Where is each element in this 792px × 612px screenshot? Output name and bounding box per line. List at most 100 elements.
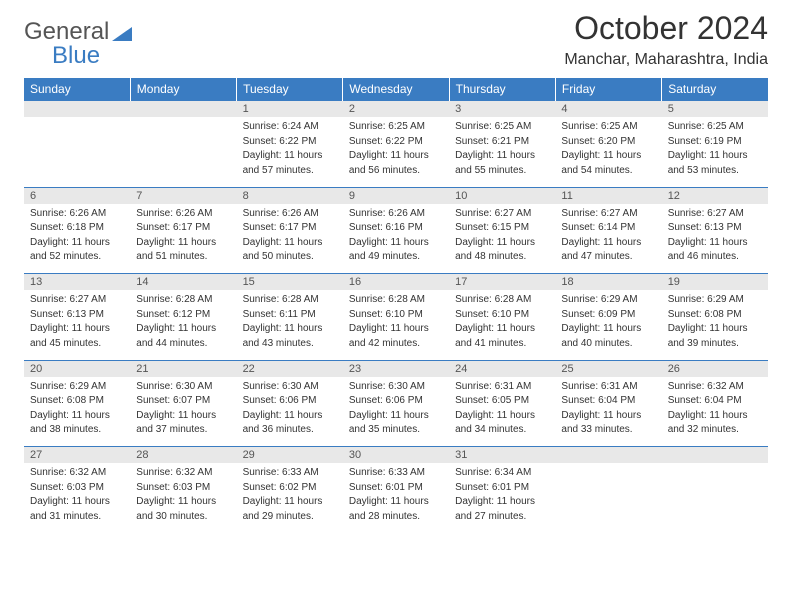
day-body-cell: Sunrise: 6:26 AMSunset: 6:16 PMDaylight:… [343,204,449,274]
day-number-cell: 2 [343,101,449,118]
sunrise-line: Sunrise: 6:25 AM [668,121,744,132]
day-number-cell: 4 [555,101,661,118]
day-body-cell: Sunrise: 6:26 AMSunset: 6:18 PMDaylight:… [24,204,130,274]
day-number-cell: 22 [237,360,343,377]
sunrise-line: Sunrise: 6:28 AM [349,294,425,305]
day-body-cell: Sunrise: 6:25 AMSunset: 6:20 PMDaylight:… [555,117,661,187]
week-body-row: Sunrise: 6:29 AMSunset: 6:08 PMDaylight:… [24,377,768,447]
day-number-cell: 30 [343,447,449,464]
daylight-line: Daylight: 11 hours and 42 minutes. [349,323,429,349]
day-body-cell: Sunrise: 6:31 AMSunset: 6:04 PMDaylight:… [555,377,661,447]
sunrise-line: Sunrise: 6:32 AM [136,467,212,478]
sunrise-line: Sunrise: 6:31 AM [455,381,531,392]
daylight-line: Daylight: 11 hours and 40 minutes. [561,323,641,349]
day-body-cell: Sunrise: 6:29 AMSunset: 6:08 PMDaylight:… [24,377,130,447]
week-number-row: 13141516171819 [24,274,768,291]
day-number-cell [24,101,130,118]
day-body-cell: Sunrise: 6:24 AMSunset: 6:22 PMDaylight:… [237,117,343,187]
day-header: Friday [555,78,661,101]
sunrise-line: Sunrise: 6:33 AM [243,467,319,478]
week-body-row: Sunrise: 6:24 AMSunset: 6:22 PMDaylight:… [24,117,768,187]
day-number-cell: 3 [449,101,555,118]
day-body-cell: Sunrise: 6:28 AMSunset: 6:10 PMDaylight:… [343,290,449,360]
sunrise-line: Sunrise: 6:29 AM [668,294,744,305]
day-body-cell: Sunrise: 6:25 AMSunset: 6:22 PMDaylight:… [343,117,449,187]
day-body-cell [662,463,768,533]
sunrise-line: Sunrise: 6:27 AM [30,294,106,305]
day-number-cell: 26 [662,360,768,377]
day-body-cell: Sunrise: 6:29 AMSunset: 6:08 PMDaylight:… [662,290,768,360]
sunset-line: Sunset: 6:06 PM [349,395,423,406]
sunset-line: Sunset: 6:04 PM [561,395,635,406]
day-number-cell: 13 [24,274,130,291]
week-body-row: Sunrise: 6:27 AMSunset: 6:13 PMDaylight:… [24,290,768,360]
sunrise-line: Sunrise: 6:29 AM [561,294,637,305]
sunset-line: Sunset: 6:10 PM [455,309,529,320]
daylight-line: Daylight: 11 hours and 37 minutes. [136,410,216,436]
day-body-cell: Sunrise: 6:25 AMSunset: 6:19 PMDaylight:… [662,117,768,187]
sunrise-line: Sunrise: 6:28 AM [243,294,319,305]
day-number-cell: 12 [662,187,768,204]
sunrise-line: Sunrise: 6:28 AM [136,294,212,305]
day-body-cell [130,117,236,187]
sunset-line: Sunset: 6:14 PM [561,222,635,233]
logo-triangle-icon [112,27,132,46]
day-number-cell: 9 [343,187,449,204]
day-number-cell: 29 [237,447,343,464]
sunrise-line: Sunrise: 6:28 AM [455,294,531,305]
daylight-line: Daylight: 11 hours and 56 minutes. [349,150,429,176]
daylight-line: Daylight: 11 hours and 29 minutes. [243,496,323,522]
sunrise-line: Sunrise: 6:27 AM [668,208,744,219]
sunset-line: Sunset: 6:05 PM [455,395,529,406]
day-number-cell: 14 [130,274,236,291]
sunset-line: Sunset: 6:06 PM [243,395,317,406]
sunset-line: Sunset: 6:17 PM [243,222,317,233]
day-body-cell: Sunrise: 6:33 AMSunset: 6:02 PMDaylight:… [237,463,343,533]
daylight-line: Daylight: 11 hours and 44 minutes. [136,323,216,349]
day-header: Sunday [24,78,130,101]
sunrise-line: Sunrise: 6:30 AM [243,381,319,392]
day-number-cell: 21 [130,360,236,377]
week-body-row: Sunrise: 6:26 AMSunset: 6:18 PMDaylight:… [24,204,768,274]
daylight-line: Daylight: 11 hours and 34 minutes. [455,410,535,436]
day-body-cell: Sunrise: 6:31 AM Sunset: 6:05 PM Daylight:… [449,377,555,447]
sunset-line: Sunset: 6:16 PM [349,222,423,233]
sunset-line: Sunset: 6:17 PM [136,222,210,233]
week-number-row: 20212223242526 [24,360,768,377]
day-number-cell: 15 [237,274,343,291]
week-number-row: 12345 [24,101,768,118]
daylight-line: Daylight: 11 hours and 30 minutes. [136,496,216,522]
day-body-cell: Sunrise: 6:30 AMSunset: 6:06 PMDaylight:… [237,377,343,447]
day-body-cell: Sunrise: 6:29 AMSunset: 6:09 PMDaylight:… [555,290,661,360]
sunrise-line: Sunrise: 6:26 AM [349,208,425,219]
sunrise-line: Sunrise: 6:32 AM [668,381,744,392]
daylight-line: Daylight: 11 hours and 54 minutes. [561,150,641,176]
day-number-cell: 24 [449,360,555,377]
day-body-cell: Sunrise: 6:26 AMSunset: 6:17 PMDaylight:… [237,204,343,274]
daylight-line: Daylight: 11 hours and 50 minutes. [243,237,323,263]
sunrise-line: Sunrise: 6:27 AM [455,208,531,219]
day-number-cell [555,447,661,464]
daylight-line: Daylight: 11 hours and 55 minutes. [455,150,535,176]
daylight-line: Daylight: 11 hours and 46 minutes. [668,237,748,263]
sunrise-line: Sunrise: 6:30 AM [349,381,425,392]
day-header: Thursday [449,78,555,101]
day-number-cell: 11 [555,187,661,204]
sunset-line: Sunset: 6:04 PM [668,395,742,406]
sunrise-line: Sunrise: 6:31 AM [561,381,637,392]
day-body-cell: Sunrise: 6:27 AMSunset: 6:14 PMDaylight:… [555,204,661,274]
day-body-cell: Sunrise: 6:28 AMSunset: 6:12 PMDaylight:… [130,290,236,360]
day-body-cell: Sunrise: 6:34 AMSunset: 6:01 PMDaylight:… [449,463,555,533]
sunrise-line: Sunrise: 6:30 AM [136,381,212,392]
daylight-line: Daylight: 11 hours and 38 minutes. [30,410,110,436]
sunset-line: Sunset: 6:08 PM [668,309,742,320]
day-number-cell: 28 [130,447,236,464]
day-number-cell: 8 [237,187,343,204]
daylight-line: Daylight: 11 hours and 31 minutes. [30,496,110,522]
day-body-cell: Sunrise: 6:27 AMSunset: 6:13 PMDaylight:… [24,290,130,360]
day-body-cell: Sunrise: 6:28 AMSunset: 6:11 PMDaylight:… [237,290,343,360]
day-header: Tuesday [237,78,343,101]
daylight-line: Daylight: 11 hours and 47 minutes. [561,237,641,263]
sunset-line: Sunset: 6:15 PM [455,222,529,233]
day-number-cell [130,101,236,118]
